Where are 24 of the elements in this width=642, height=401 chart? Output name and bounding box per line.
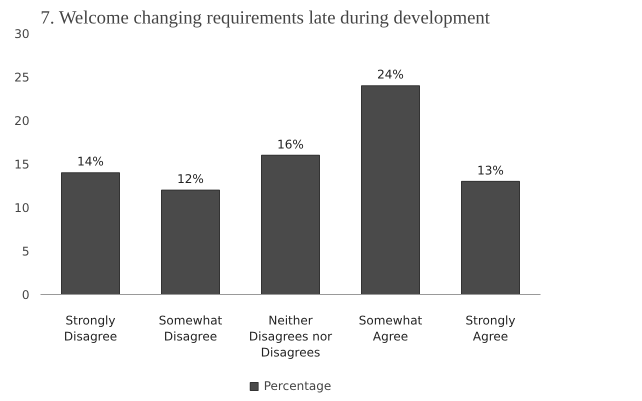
data-label: 13% (477, 163, 504, 178)
y-tick-label: 25 (14, 70, 30, 84)
y-tick-label: 10 (14, 201, 30, 215)
bar (461, 180, 520, 294)
chart-title: 7. Welcome changing requirements late during development (40, 8, 491, 28)
legend-label: Percentage (264, 379, 332, 393)
y-tick-label: 15 (14, 158, 30, 172)
x-tick-label: Strongly Disagree (64, 314, 118, 344)
y-tick-label: 5 (22, 244, 30, 258)
bar (161, 190, 220, 294)
x-tick-label: Somewhat Agree (358, 314, 423, 344)
x-tick-label: Neither Disagrees nor Disagrees (248, 314, 332, 360)
bar (261, 154, 320, 294)
data-label: 24% (377, 68, 404, 82)
y-tick-label: 20 (14, 114, 30, 128)
y-tick-label: 30 (14, 27, 30, 41)
x-tick-label: Somewhat Disagree (158, 314, 223, 344)
data-label: 16% (277, 137, 304, 152)
y-tick-label: 0 (22, 288, 30, 302)
data-label: 14% (77, 154, 104, 169)
bar (61, 172, 120, 294)
x-tick-label: Strongly Agree (466, 314, 516, 344)
data-label: 12% (177, 172, 204, 186)
bar (361, 85, 420, 294)
